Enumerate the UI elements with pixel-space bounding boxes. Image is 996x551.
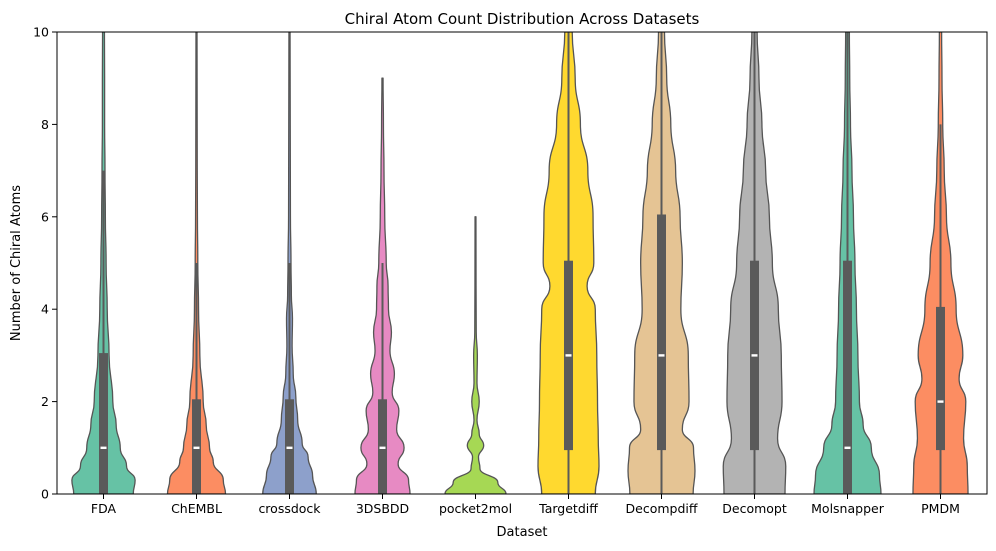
violin-iqr-box xyxy=(843,260,852,494)
violin-median-marker xyxy=(844,446,851,449)
x-tick-label: ChEMBL xyxy=(171,501,222,516)
violin-iqr-box xyxy=(936,306,945,451)
x-tick-label: 3DSBDD xyxy=(356,501,409,516)
x-tick-label: pocket2mol xyxy=(439,501,512,516)
y-tick-label: 8 xyxy=(41,117,49,132)
x-tick-label: crossdock xyxy=(258,501,321,516)
violin-median-marker xyxy=(193,446,200,449)
x-tick-label: Molsnapper xyxy=(811,501,885,516)
x-tick-label: Decomopt xyxy=(722,501,787,516)
x-tick-label: Targetdiff xyxy=(538,501,598,516)
x-tick-label: FDA xyxy=(91,501,117,516)
violin-median-marker xyxy=(751,354,758,357)
plot-area xyxy=(71,32,969,494)
violin-3dsbdd xyxy=(354,77,411,494)
violin-median-marker xyxy=(658,354,665,357)
violin-iqr-box xyxy=(99,353,108,494)
violin-crossdock xyxy=(262,32,317,494)
chart-title: Chiral Atom Count Distribution Across Da… xyxy=(345,10,700,28)
x-axis-label: Dataset xyxy=(497,525,548,540)
violin-molsnapper xyxy=(813,32,882,494)
y-tick-label: 0 xyxy=(41,487,49,502)
violin-chembl xyxy=(166,32,227,494)
violin-median-marker xyxy=(379,446,386,449)
violin-pocket2mol xyxy=(444,216,507,494)
x-tick-label: PMDM xyxy=(921,501,960,516)
violin-fda xyxy=(71,32,136,494)
y-axis-label: Number of Chiral Atoms xyxy=(9,185,24,341)
violin-decomopt xyxy=(722,32,787,494)
y-tick-label: 2 xyxy=(41,394,49,409)
violin-targetdiff xyxy=(537,32,600,494)
y-tick-label: 6 xyxy=(41,209,49,224)
violin-iqr-box xyxy=(657,214,666,451)
x-tick-label: Decompdiff xyxy=(626,501,698,516)
violin-decompdiff xyxy=(627,32,696,494)
violin-median-marker xyxy=(286,446,293,449)
axes: 0 2 4 6 8 10 FDA ChEMBL crossdock 3DSBDD pocket2mo… xyxy=(33,25,960,517)
violin-body xyxy=(444,216,507,494)
violin-median-marker xyxy=(565,354,572,357)
y-tick-label: 4 xyxy=(41,302,49,317)
y-tick-label: 10 xyxy=(33,25,49,40)
violin-median-marker xyxy=(100,446,107,449)
violin-pmdm xyxy=(912,32,969,494)
violin-median-marker xyxy=(937,400,944,403)
plot-frame xyxy=(56,31,988,495)
